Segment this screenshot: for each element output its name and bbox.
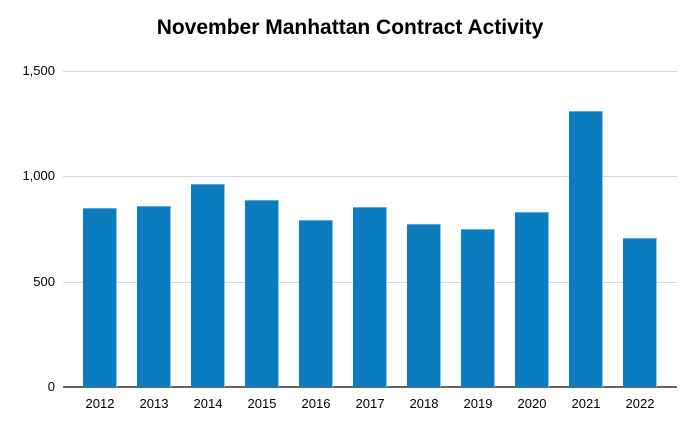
bar-2015 — [245, 199, 279, 387]
gridline — [63, 176, 677, 178]
chart-title: November Manhattan Contract Activity — [156, 16, 544, 39]
x-tick-label: 2013 — [139, 396, 169, 411]
y-tick-label: 1,500 — [22, 63, 55, 78]
bar-2022 — [623, 238, 657, 387]
x-tick-label: 2021 — [571, 396, 601, 411]
x-axis-line — [63, 386, 677, 388]
bar-2012 — [83, 207, 117, 387]
y-tick-label: 1,000 — [22, 168, 55, 184]
x-tick-label: 2014 — [193, 396, 223, 411]
bar-2019 — [461, 229, 495, 387]
x-tick-label: 2020 — [517, 396, 547, 411]
y-tick-label: 500 — [33, 273, 55, 289]
bar-2017 — [353, 206, 387, 387]
bar-2020 — [515, 212, 549, 387]
bar-2014 — [191, 183, 225, 387]
x-tick-label: 2018 — [409, 396, 439, 411]
bar-2018 — [407, 223, 441, 387]
gridline — [63, 71, 677, 72]
x-tick-label: 2012 — [85, 396, 115, 411]
plot-area — [63, 71, 677, 388]
x-tick-label: 2022 — [625, 396, 655, 411]
y-tick-label: 0 — [47, 379, 55, 394]
bar-2016 — [299, 219, 333, 387]
x-tick-label: 2017 — [355, 396, 385, 411]
x-tick-label: 2016 — [301, 396, 331, 411]
x-tick-label: 2015 — [247, 396, 277, 411]
bar-2021 — [569, 111, 603, 387]
x-tick-label: 2019 — [463, 396, 493, 411]
bar-2013 — [137, 205, 171, 387]
